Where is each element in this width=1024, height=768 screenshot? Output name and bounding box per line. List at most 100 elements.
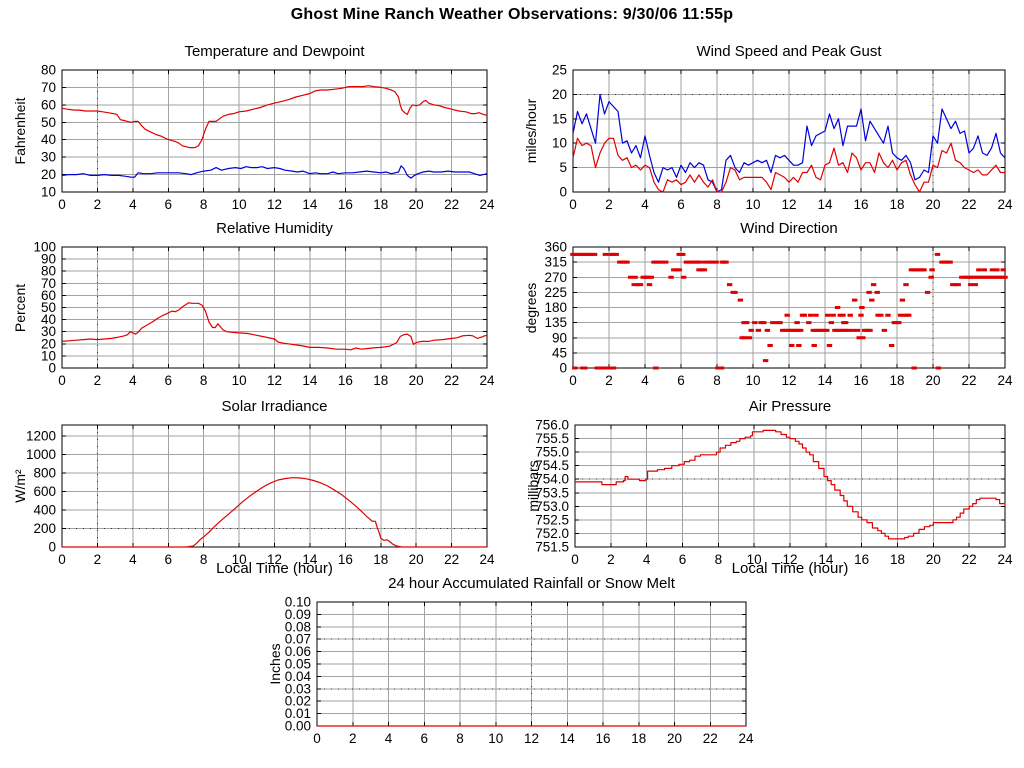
svg-text:0: 0 (569, 197, 577, 212)
wind-direction-point (591, 252, 598, 256)
wind-direction-point (737, 298, 744, 302)
chart-title-solar: Solar Irradiance (221, 398, 328, 415)
wind-direction-point (659, 260, 665, 264)
svg-text:10: 10 (41, 348, 56, 363)
wind-direction-point (795, 328, 801, 332)
svg-text:12: 12 (267, 552, 282, 567)
wind-direction-point (676, 268, 682, 272)
svg-text:2: 2 (605, 373, 613, 388)
svg-text:18: 18 (889, 373, 904, 388)
svg-text:12: 12 (267, 373, 282, 388)
svg-text:200: 200 (33, 521, 56, 536)
svg-text:0: 0 (559, 361, 567, 376)
wind-direction-point (762, 359, 769, 363)
svg-text:400: 400 (33, 503, 56, 518)
svg-text:14: 14 (817, 373, 833, 388)
svg-text:15: 15 (552, 111, 567, 126)
svg-text:754.0: 754.0 (535, 472, 569, 487)
peak-gust-line (572, 93, 1006, 193)
wind-direction-point (726, 283, 733, 287)
svg-text:755.0: 755.0 (535, 445, 569, 460)
wind-direction-point (840, 313, 846, 317)
svg-text:135: 135 (544, 315, 567, 330)
svg-text:90: 90 (552, 330, 567, 345)
svg-text:0: 0 (58, 552, 66, 567)
svg-text:40: 40 (41, 132, 56, 147)
wind-direction-point (1002, 275, 1008, 279)
wind-direction-point (885, 313, 891, 317)
svg-text:18: 18 (631, 731, 646, 746)
wind-direction-point (969, 275, 976, 279)
svg-text:90: 90 (41, 252, 56, 267)
svg-text:753.0: 753.0 (535, 499, 569, 514)
wind-direction-point (976, 268, 982, 272)
wind-direction-point (801, 313, 807, 317)
wind-direction-point (897, 313, 904, 317)
svg-text:6: 6 (164, 197, 172, 212)
svg-text:14: 14 (560, 731, 576, 746)
wind-direction-point (924, 290, 931, 294)
wind-direction-point (777, 321, 783, 325)
wind-direction-point (860, 336, 866, 340)
wind-direction-point (825, 313, 831, 317)
svg-text:22: 22 (962, 552, 977, 567)
svg-text:18: 18 (889, 197, 904, 212)
wind-direction-point (830, 313, 836, 317)
chart-title-temperature: Temperature and Dewpoint (184, 43, 365, 60)
svg-text:8: 8 (713, 373, 721, 388)
wind-direction-point (878, 313, 884, 317)
svg-text:20: 20 (409, 373, 424, 388)
svg-text:20: 20 (925, 197, 940, 212)
wind-direction-point (813, 328, 819, 332)
solar-irradiance-plot: 0 2 4 6 8 10 12 14 16 18 20 22 240200400600800100012… (26, 424, 495, 567)
svg-text:10: 10 (488, 731, 503, 746)
svg-text:0: 0 (58, 373, 66, 388)
wind-direction-point (648, 275, 654, 279)
svg-text:4: 4 (385, 731, 393, 746)
svg-text:22: 22 (961, 373, 976, 388)
wind-direction-point (828, 321, 834, 325)
wind-direction-point (732, 290, 738, 294)
svg-text:22: 22 (444, 552, 459, 567)
wind-direction-point (875, 313, 881, 317)
svg-text:2: 2 (94, 552, 102, 567)
wind-direction-point (888, 343, 895, 347)
relative-humidity-line (61, 302, 488, 351)
wind-direction-point (921, 268, 927, 272)
svg-text:180: 180 (544, 300, 567, 315)
wind-direction-point (594, 366, 600, 370)
svg-text:70: 70 (41, 80, 56, 95)
wind-direction-point (718, 366, 725, 370)
chart-title-wind-speed: Wind Speed and Peak Gust (696, 43, 882, 60)
wind-direction-point (968, 283, 974, 287)
chart-title-wind-direction: Wind Direction (740, 220, 838, 237)
wind-direction-point (928, 275, 934, 279)
svg-text:8: 8 (200, 552, 208, 567)
wind-direction-point (624, 260, 630, 264)
wind-direction-point (631, 283, 637, 287)
wind-direction-point (858, 313, 864, 317)
wind-direction-point (981, 268, 987, 272)
svg-text:0.03: 0.03 (285, 681, 311, 696)
svg-text:756.0: 756.0 (535, 418, 569, 433)
wind-direction-point (988, 275, 995, 279)
wind-direction-point (972, 283, 978, 287)
wind-direction-point (608, 252, 614, 256)
svg-text:70: 70 (41, 276, 56, 291)
wind-direction-point (807, 313, 814, 317)
wind-direction-point (796, 343, 802, 347)
svg-text:14: 14 (818, 552, 834, 567)
svg-text:2: 2 (607, 552, 615, 567)
svg-text:2: 2 (605, 197, 613, 212)
svg-text:1000: 1000 (26, 447, 56, 462)
wind-direction-point (784, 313, 790, 317)
svg-text:0: 0 (58, 197, 66, 212)
wind-direction-point (806, 321, 812, 325)
chart-title-humidity: Relative Humidity (216, 220, 333, 237)
svg-text:8: 8 (715, 552, 723, 567)
wind-speed-line (572, 137, 1005, 193)
wind-direction-point (589, 252, 595, 256)
wind-direction-point (744, 321, 750, 325)
svg-text:0.01: 0.01 (285, 706, 311, 721)
